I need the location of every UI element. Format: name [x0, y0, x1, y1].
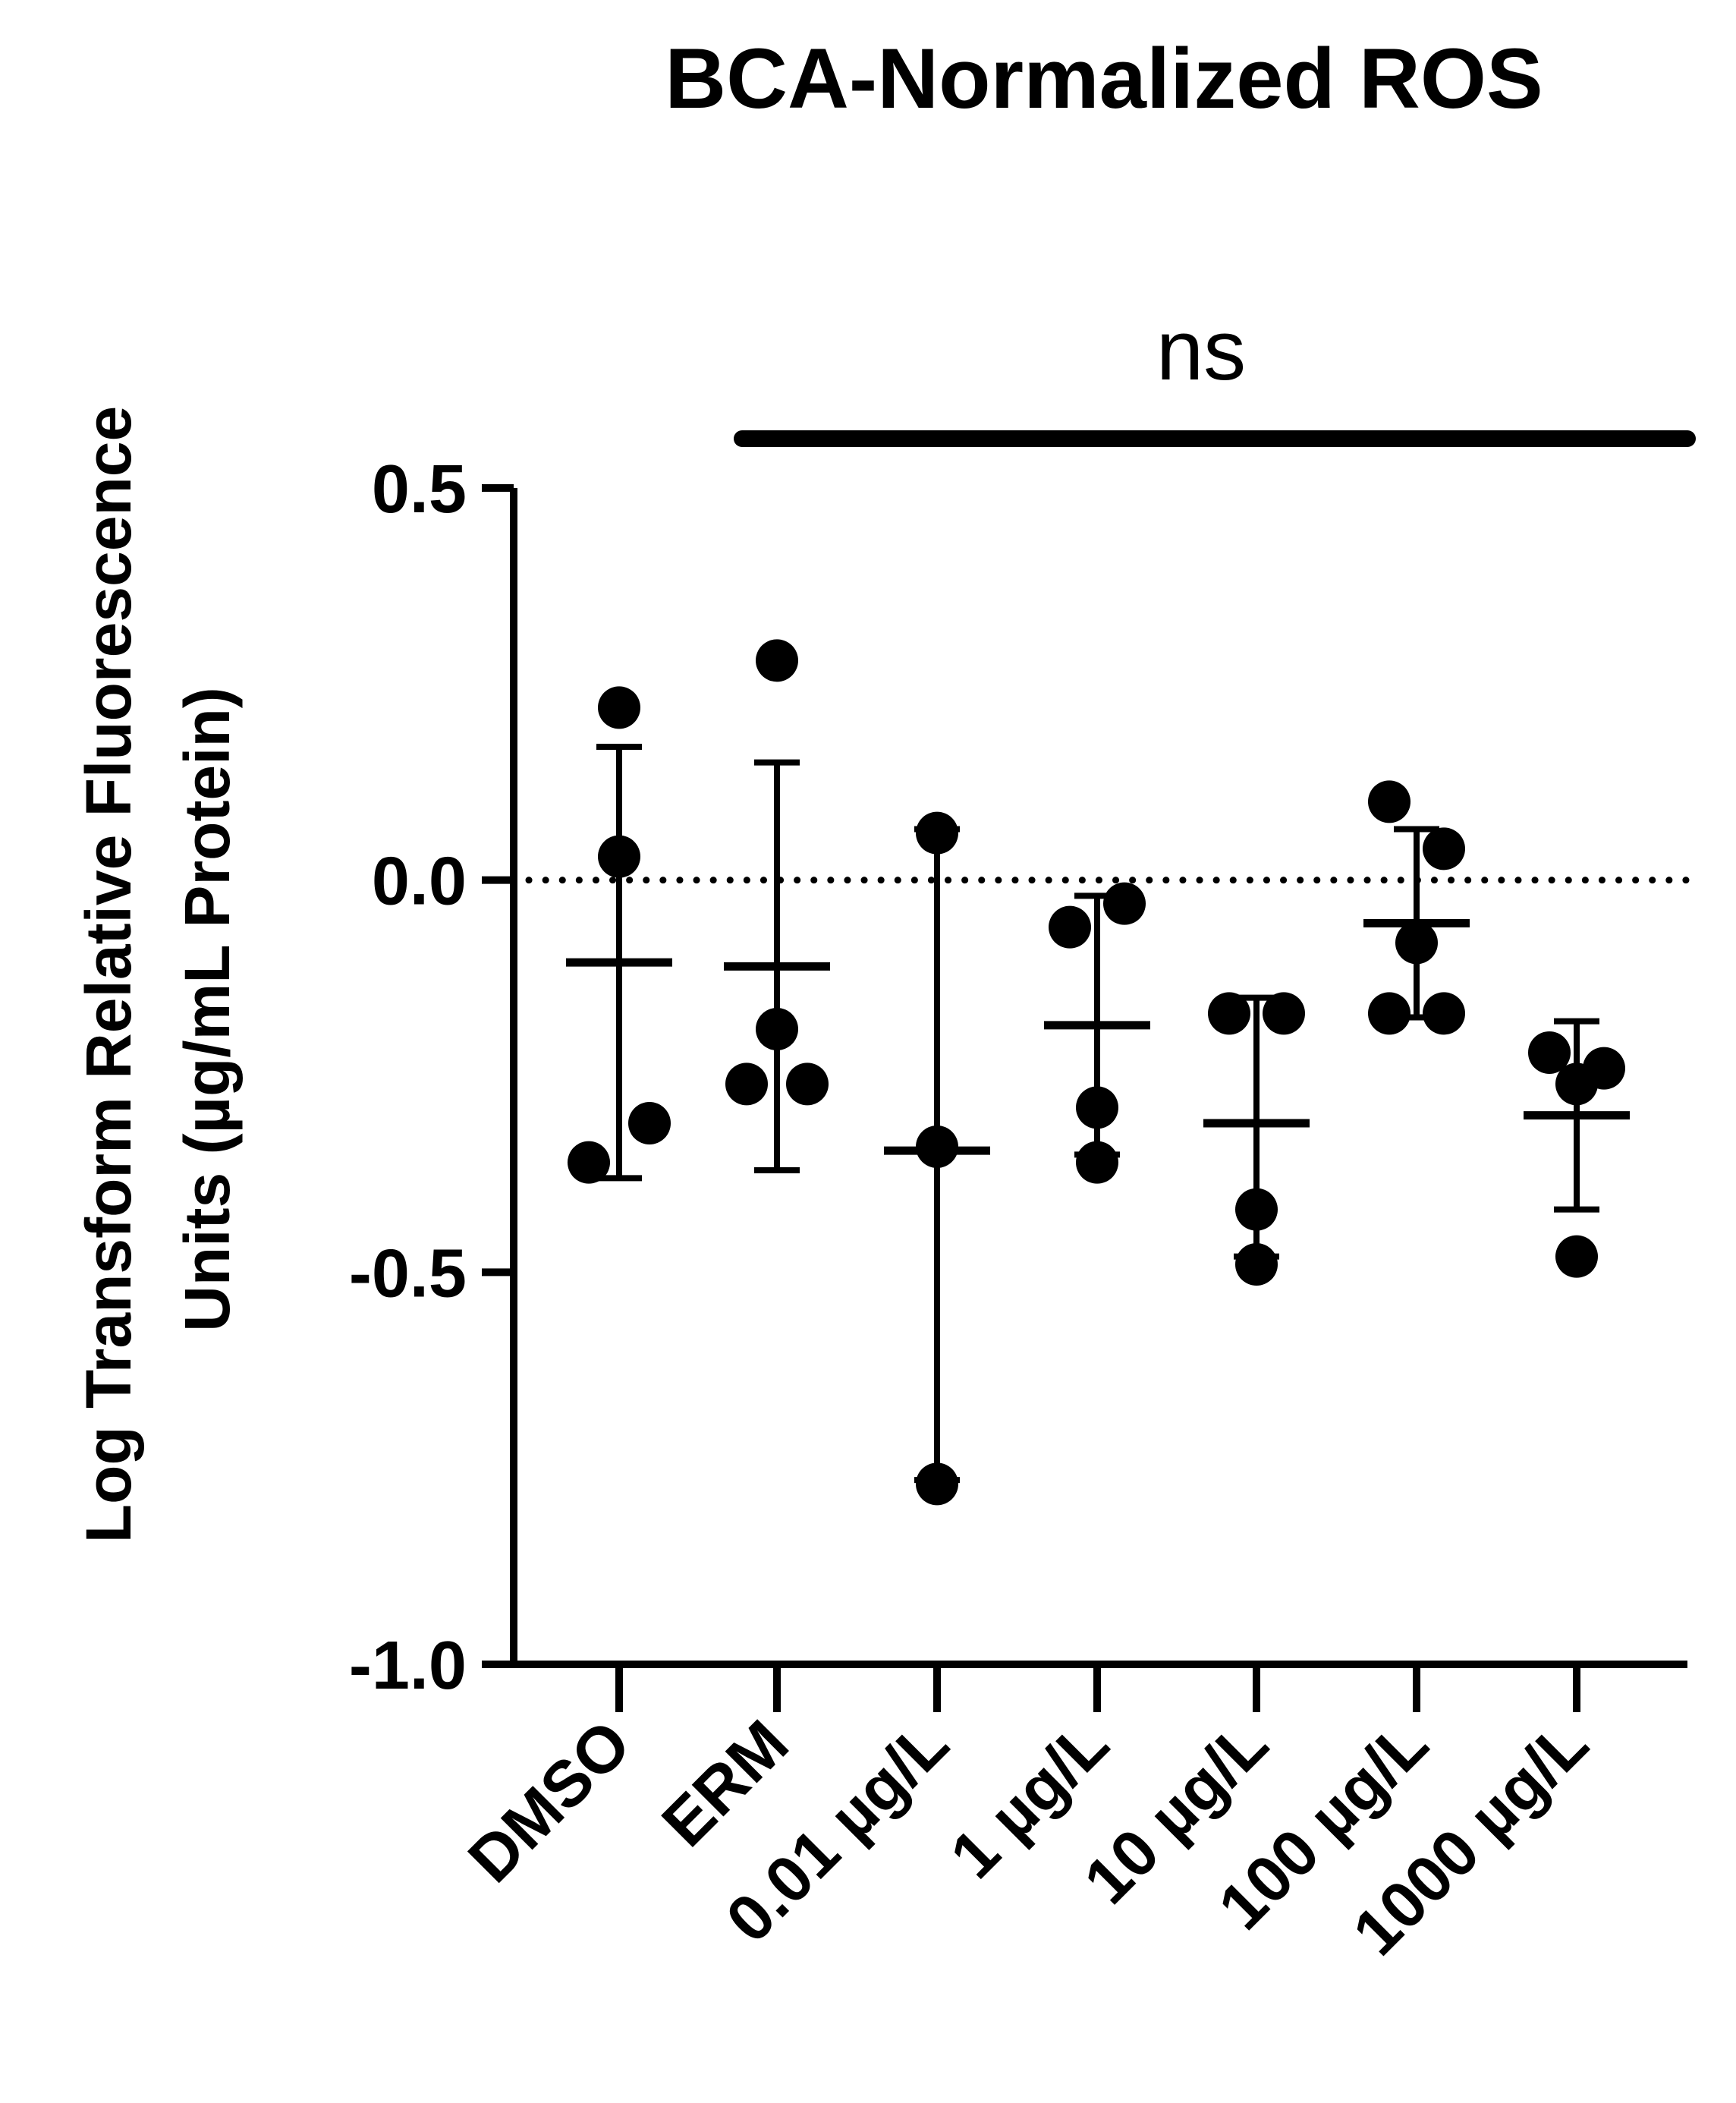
- significance-group: ns: [734, 303, 1696, 447]
- data-point: [756, 1008, 798, 1050]
- data-point: [1555, 1063, 1598, 1106]
- significance-label: ns: [1156, 303, 1246, 398]
- data-point: [916, 1462, 958, 1506]
- data-points: [568, 639, 1625, 1506]
- data-point: [1208, 992, 1250, 1035]
- data-point: [628, 1102, 671, 1144]
- axes: 0.5 0.0 -0.5 -1.0: [349, 452, 1687, 1712]
- data-point: [1423, 992, 1465, 1035]
- data-point: [1555, 1235, 1598, 1278]
- data-point: [1235, 1188, 1278, 1231]
- data-point: [1049, 905, 1091, 949]
- data-point: [725, 1063, 768, 1106]
- data-point: [916, 811, 958, 855]
- data-point: [1103, 882, 1146, 925]
- data-point: [1395, 921, 1438, 965]
- data-point: [1263, 992, 1305, 1035]
- y-tick-label: -0.5: [349, 1236, 467, 1311]
- data-point: [1368, 992, 1410, 1035]
- data-point: [1368, 780, 1410, 823]
- y-axis-label-line-2: Units (µg/mL Protein): [171, 687, 243, 1332]
- data-point: [1235, 1243, 1278, 1286]
- y-tick-label: -1.0: [349, 1628, 467, 1704]
- data-point: [1423, 827, 1465, 870]
- data-point: [756, 639, 798, 682]
- chart-title: BCA-Normalized ROS: [665, 31, 1543, 126]
- data-point: [1076, 1141, 1118, 1184]
- y-tick-label: 0.0: [372, 844, 467, 920]
- y-axis-label-line-1: Log Transform Relative Fluorescence: [73, 406, 144, 1543]
- data-point: [568, 1141, 610, 1184]
- data-point: [916, 1125, 958, 1168]
- x-tick-label: DMSO: [454, 1707, 644, 1897]
- data-point: [786, 1063, 829, 1106]
- data-point: [598, 686, 640, 729]
- y-tick-label: 0.5: [372, 452, 467, 527]
- data-point: [1528, 1031, 1571, 1074]
- error-bars: [566, 744, 1630, 1484]
- data-point: [1076, 1086, 1118, 1129]
- data-point: [598, 835, 640, 878]
